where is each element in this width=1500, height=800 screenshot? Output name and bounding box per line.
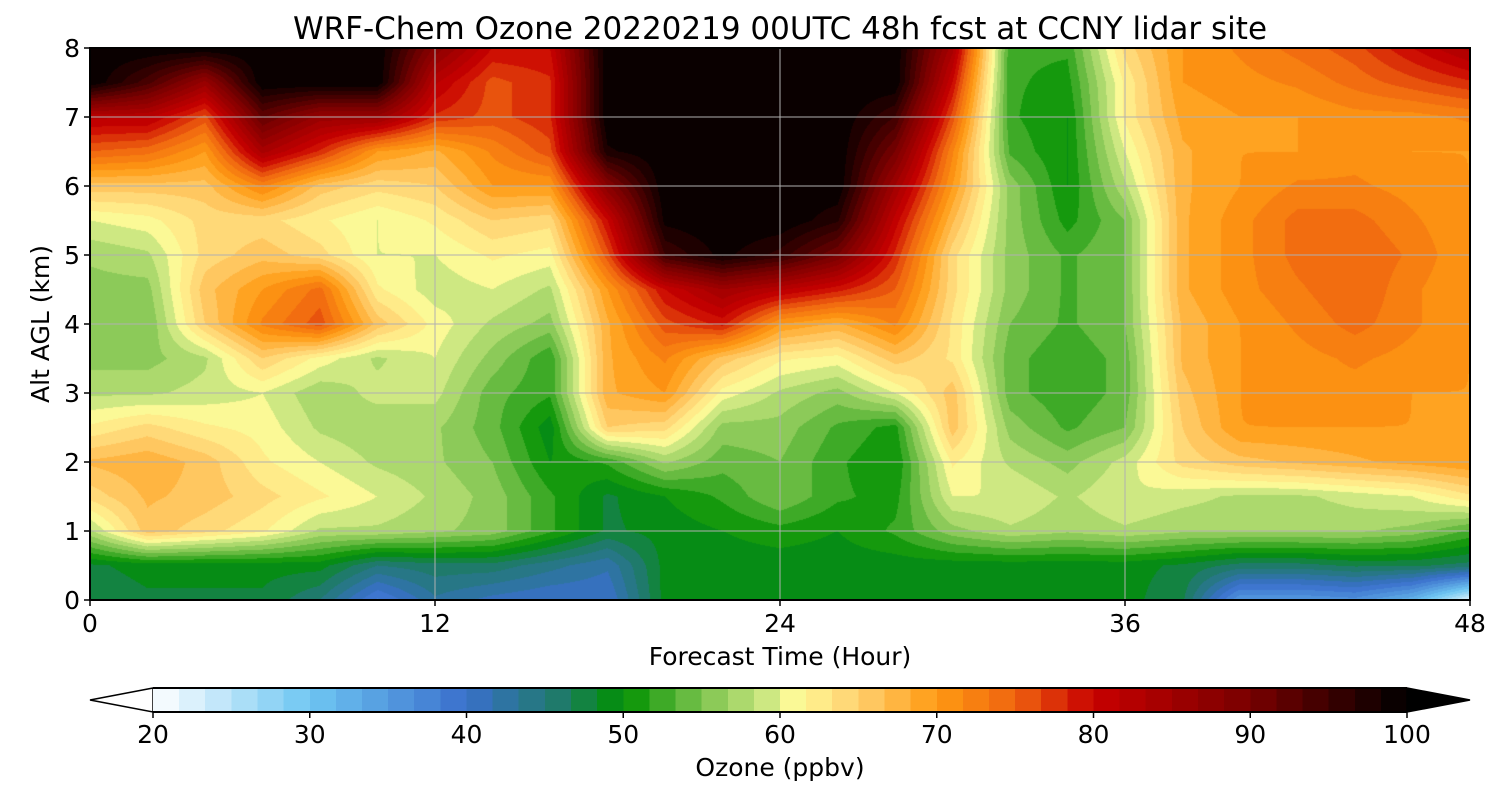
colorbar-bar — [153, 688, 1407, 712]
chart-title: WRF-Chem Ozone 20220219 00UTC 48h fcst a… — [293, 11, 1267, 47]
colorbar-tick-label: 80 — [1078, 720, 1110, 749]
y-tick-label: 1 — [64, 517, 80, 546]
colorbar-low-extension — [89, 687, 154, 713]
colorbar-label: Ozone (ppbv) — [695, 753, 864, 782]
colorbar-tick-label: 60 — [764, 720, 796, 749]
colorbar-tick-label: 90 — [1234, 720, 1266, 749]
x-axis-ticks: 0 12 24 36 48 — [82, 600, 1486, 638]
colorbar-ticks: 20 30 40 50 60 70 80 90 100 — [137, 712, 1431, 749]
colorbar-tick-label: 30 — [294, 720, 326, 749]
x-tick-label: 12 — [419, 609, 451, 638]
y-tick-label: 2 — [64, 448, 80, 477]
y-tick-label: 4 — [64, 310, 80, 339]
x-tick-label: 24 — [764, 609, 796, 638]
y-tick-label: 6 — [64, 172, 80, 201]
x-tick-label: 36 — [1109, 609, 1141, 638]
colorbar-tick-label: 100 — [1383, 720, 1431, 749]
y-tick-label: 5 — [64, 241, 80, 270]
colorbar-tick-label: 20 — [137, 720, 169, 749]
colorbar-tick-label: 50 — [607, 720, 639, 749]
y-tick-label: 0 — [64, 586, 80, 615]
colorbar-tick-label: 70 — [921, 720, 953, 749]
plot-area — [89, 47, 1471, 601]
colorbar-high-extension — [1406, 687, 1471, 713]
y-axis-label: Alt AGL (km) — [26, 245, 55, 403]
colorbar: 20 30 40 50 60 70 80 90 100 Ozone (ppbv) — [89, 687, 1471, 782]
x-tick-label: 0 — [82, 609, 98, 638]
colorbar-tick-label: 40 — [451, 720, 483, 749]
x-axis-label: Forecast Time (Hour) — [649, 642, 912, 671]
grid-lines — [90, 48, 1470, 600]
x-tick-label: 48 — [1454, 609, 1486, 638]
y-tick-label: 7 — [64, 103, 80, 132]
y-axis-ticks: 0 1 2 3 4 5 6 7 8 — [64, 34, 90, 615]
y-tick-label: 8 — [64, 34, 80, 63]
y-tick-label: 3 — [64, 379, 80, 408]
